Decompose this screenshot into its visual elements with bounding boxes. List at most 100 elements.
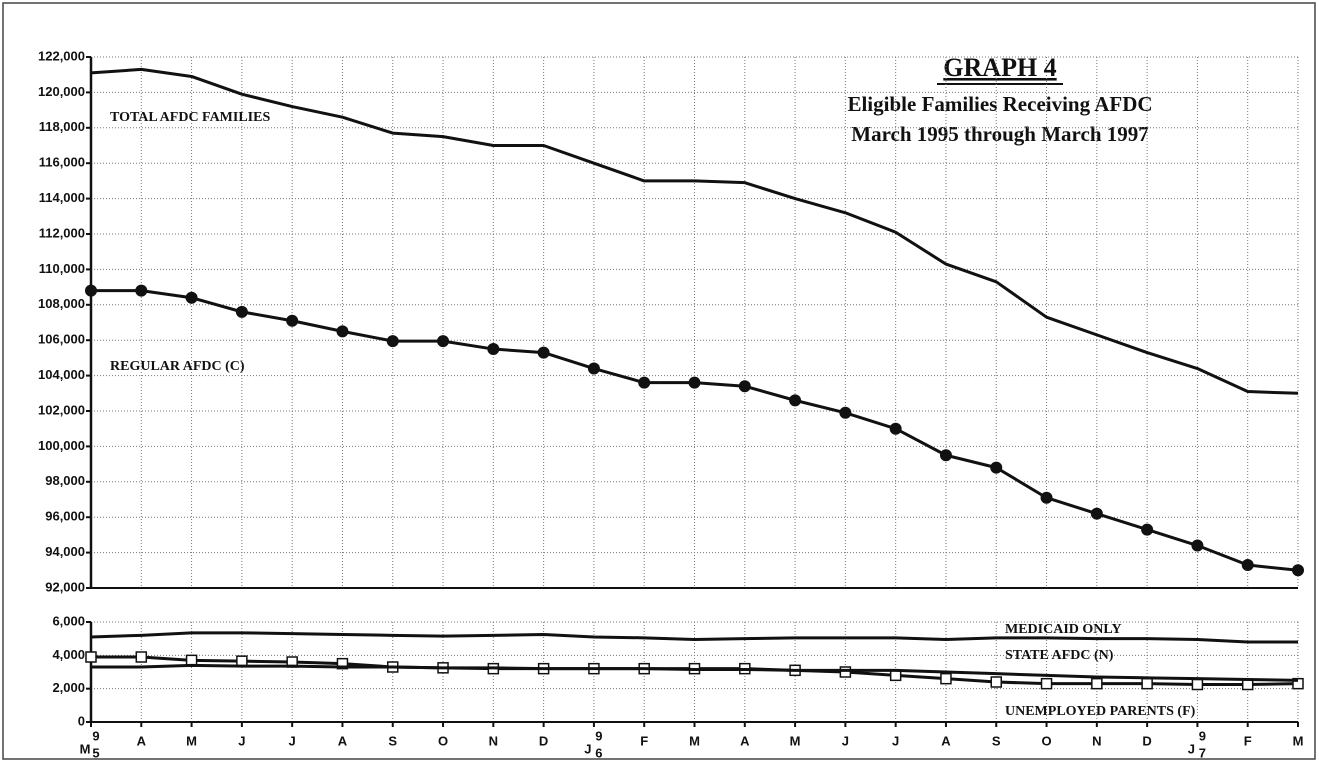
year-label: 9 bbox=[595, 728, 602, 743]
data-point bbox=[1292, 564, 1304, 577]
x-tick-label: A bbox=[137, 733, 147, 748]
series-label: REGULAR AFDC (C) bbox=[110, 359, 245, 374]
x-tick-label: A bbox=[338, 733, 348, 748]
y-tick-label: 96,000 bbox=[45, 509, 85, 524]
x-tick-label: F bbox=[1244, 733, 1252, 748]
y-tick-label: 106,000 bbox=[38, 332, 85, 347]
data-point bbox=[990, 676, 1002, 688]
x-tick-label: N bbox=[1092, 733, 1101, 748]
y-tick-label: 104,000 bbox=[38, 367, 85, 382]
y-tick-label: 118,000 bbox=[39, 119, 85, 134]
y-tick-label: 120,000 bbox=[38, 84, 85, 99]
data-point bbox=[990, 461, 1003, 474]
series-line bbox=[90, 631, 1298, 644]
x-tick-label: F bbox=[640, 733, 648, 748]
data-point bbox=[185, 291, 198, 304]
x-tick-label: J bbox=[584, 741, 591, 756]
year-label: 7 bbox=[1199, 745, 1206, 760]
x-tick-label: M bbox=[186, 733, 197, 748]
data-point bbox=[587, 362, 600, 375]
year-label: 9 bbox=[92, 728, 99, 743]
x-tick-label: N bbox=[489, 733, 498, 748]
data-point bbox=[1040, 491, 1053, 504]
data-point bbox=[789, 394, 802, 407]
data-point bbox=[839, 406, 852, 419]
x-tick-label: A bbox=[941, 733, 951, 748]
x-tick-label: J bbox=[842, 733, 849, 748]
data-point bbox=[638, 376, 651, 389]
data-point bbox=[135, 284, 148, 297]
chart-title: GRAPH 4 bbox=[943, 53, 1056, 82]
y-tick-label: 6,000 bbox=[52, 613, 85, 628]
y-tick-label: 2,000 bbox=[52, 680, 85, 695]
year-label: 6 bbox=[595, 745, 602, 760]
x-tick-label: D bbox=[539, 733, 548, 748]
series-label: UNEMPLOYED PARENTS (F) bbox=[1005, 704, 1196, 719]
y-tick-label: 94,000 bbox=[45, 544, 85, 559]
data-point bbox=[336, 657, 349, 670]
data-point bbox=[487, 343, 500, 356]
y-tick-label: 98,000 bbox=[45, 473, 85, 488]
data-point bbox=[1091, 677, 1103, 690]
x-tick-label: O bbox=[1041, 733, 1051, 748]
y-tick-label: 110,000 bbox=[39, 261, 85, 276]
y-tick-label: 114,000 bbox=[39, 190, 85, 205]
x-tick-label: O bbox=[438, 733, 448, 748]
year-label: 5 bbox=[92, 745, 99, 760]
y-tick-label: 4,000 bbox=[52, 647, 85, 662]
series-label: STATE AFDC (N) bbox=[1005, 648, 1114, 663]
x-tick-label: A bbox=[740, 733, 750, 748]
data-point bbox=[286, 314, 299, 327]
x-tick-label: J bbox=[892, 733, 899, 748]
chart-subtitle: Eligible Families Receiving AFDC bbox=[847, 92, 1152, 116]
data-point bbox=[1191, 539, 1204, 552]
data-point bbox=[940, 672, 952, 685]
series-line bbox=[91, 663, 1299, 682]
series-label: MEDICAID ONLY bbox=[1005, 622, 1122, 637]
y-tick-label: 102,000 bbox=[38, 402, 85, 417]
x-tick-label: M bbox=[689, 733, 700, 748]
data-point bbox=[386, 335, 399, 348]
x-tick-label: D bbox=[1142, 733, 1151, 748]
year-label: 9 bbox=[1199, 728, 1206, 743]
data-point bbox=[336, 325, 349, 338]
data-point bbox=[738, 380, 751, 393]
y-tick-label: 122,000 bbox=[38, 48, 85, 63]
y-tick-label: 92,000 bbox=[45, 579, 85, 594]
y-tick-label: 0 bbox=[78, 713, 85, 728]
data-point bbox=[85, 651, 97, 663]
chart-subtitle: March 1995 through March 1997 bbox=[851, 122, 1149, 146]
data-point bbox=[85, 284, 97, 297]
data-point bbox=[537, 346, 550, 359]
x-tick-label: S bbox=[388, 733, 397, 748]
x-tick-label: M bbox=[1293, 733, 1304, 748]
data-point bbox=[1040, 677, 1053, 690]
x-tick-label: J bbox=[238, 733, 245, 748]
x-tick-label: J bbox=[289, 733, 296, 748]
data-point bbox=[1141, 677, 1153, 690]
y-tick-label: 108,000 bbox=[38, 296, 85, 311]
data-point bbox=[1141, 523, 1154, 536]
data-point bbox=[1241, 558, 1254, 571]
data-point bbox=[1191, 678, 1204, 691]
series-label: TOTAL AFDC FAMILIES bbox=[110, 110, 270, 125]
data-point bbox=[889, 422, 902, 435]
y-tick-label: 116,000 bbox=[39, 155, 85, 170]
data-point bbox=[235, 305, 248, 318]
x-tick-label: M bbox=[790, 733, 801, 748]
x-tick-label: S bbox=[992, 733, 1001, 748]
data-point bbox=[1292, 677, 1304, 690]
y-tick-label: 112,000 bbox=[39, 225, 85, 240]
x-tick-label: M bbox=[80, 741, 91, 756]
series-line bbox=[90, 67, 1299, 395]
y-tick-label: 100,000 bbox=[38, 438, 85, 453]
data-point bbox=[437, 335, 450, 348]
data-point bbox=[939, 449, 952, 462]
data-point bbox=[135, 651, 148, 663]
x-tick-label: J bbox=[1188, 741, 1195, 756]
data-point bbox=[688, 376, 701, 389]
data-point bbox=[839, 666, 852, 678]
